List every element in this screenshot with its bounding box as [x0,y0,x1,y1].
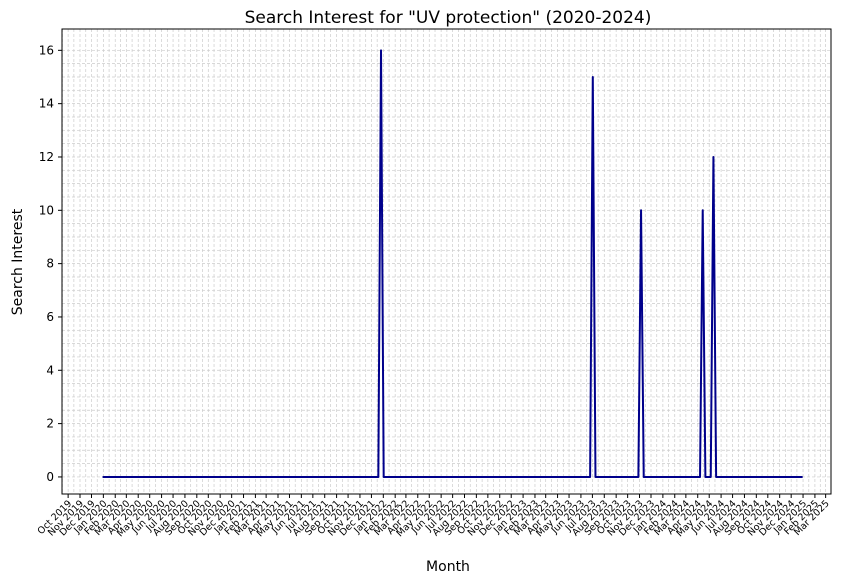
y-tick-label: 10 [39,203,54,217]
grid [62,29,831,494]
x-axis-label: Month [426,559,470,575]
y-tick-label: 14 [39,97,54,111]
y-tick-label: 4 [46,363,54,377]
y-tick-label: 12 [39,150,54,164]
y-tick-label: 16 [39,43,54,57]
plot-frame [61,28,832,495]
y-tick-label: 0 [46,470,54,484]
y-tick-label: 8 [46,257,54,271]
y-axis-label: Search Interest [10,208,26,315]
y-tick-label: 2 [46,417,54,431]
chart-title: Search Interest for "UV protection" (202… [245,8,652,28]
series-line [102,49,803,478]
y-tick-label: 6 [46,310,54,324]
series [102,49,803,478]
y-axis: 0 2 4 6 8 10 12 14 16 [39,43,62,484]
